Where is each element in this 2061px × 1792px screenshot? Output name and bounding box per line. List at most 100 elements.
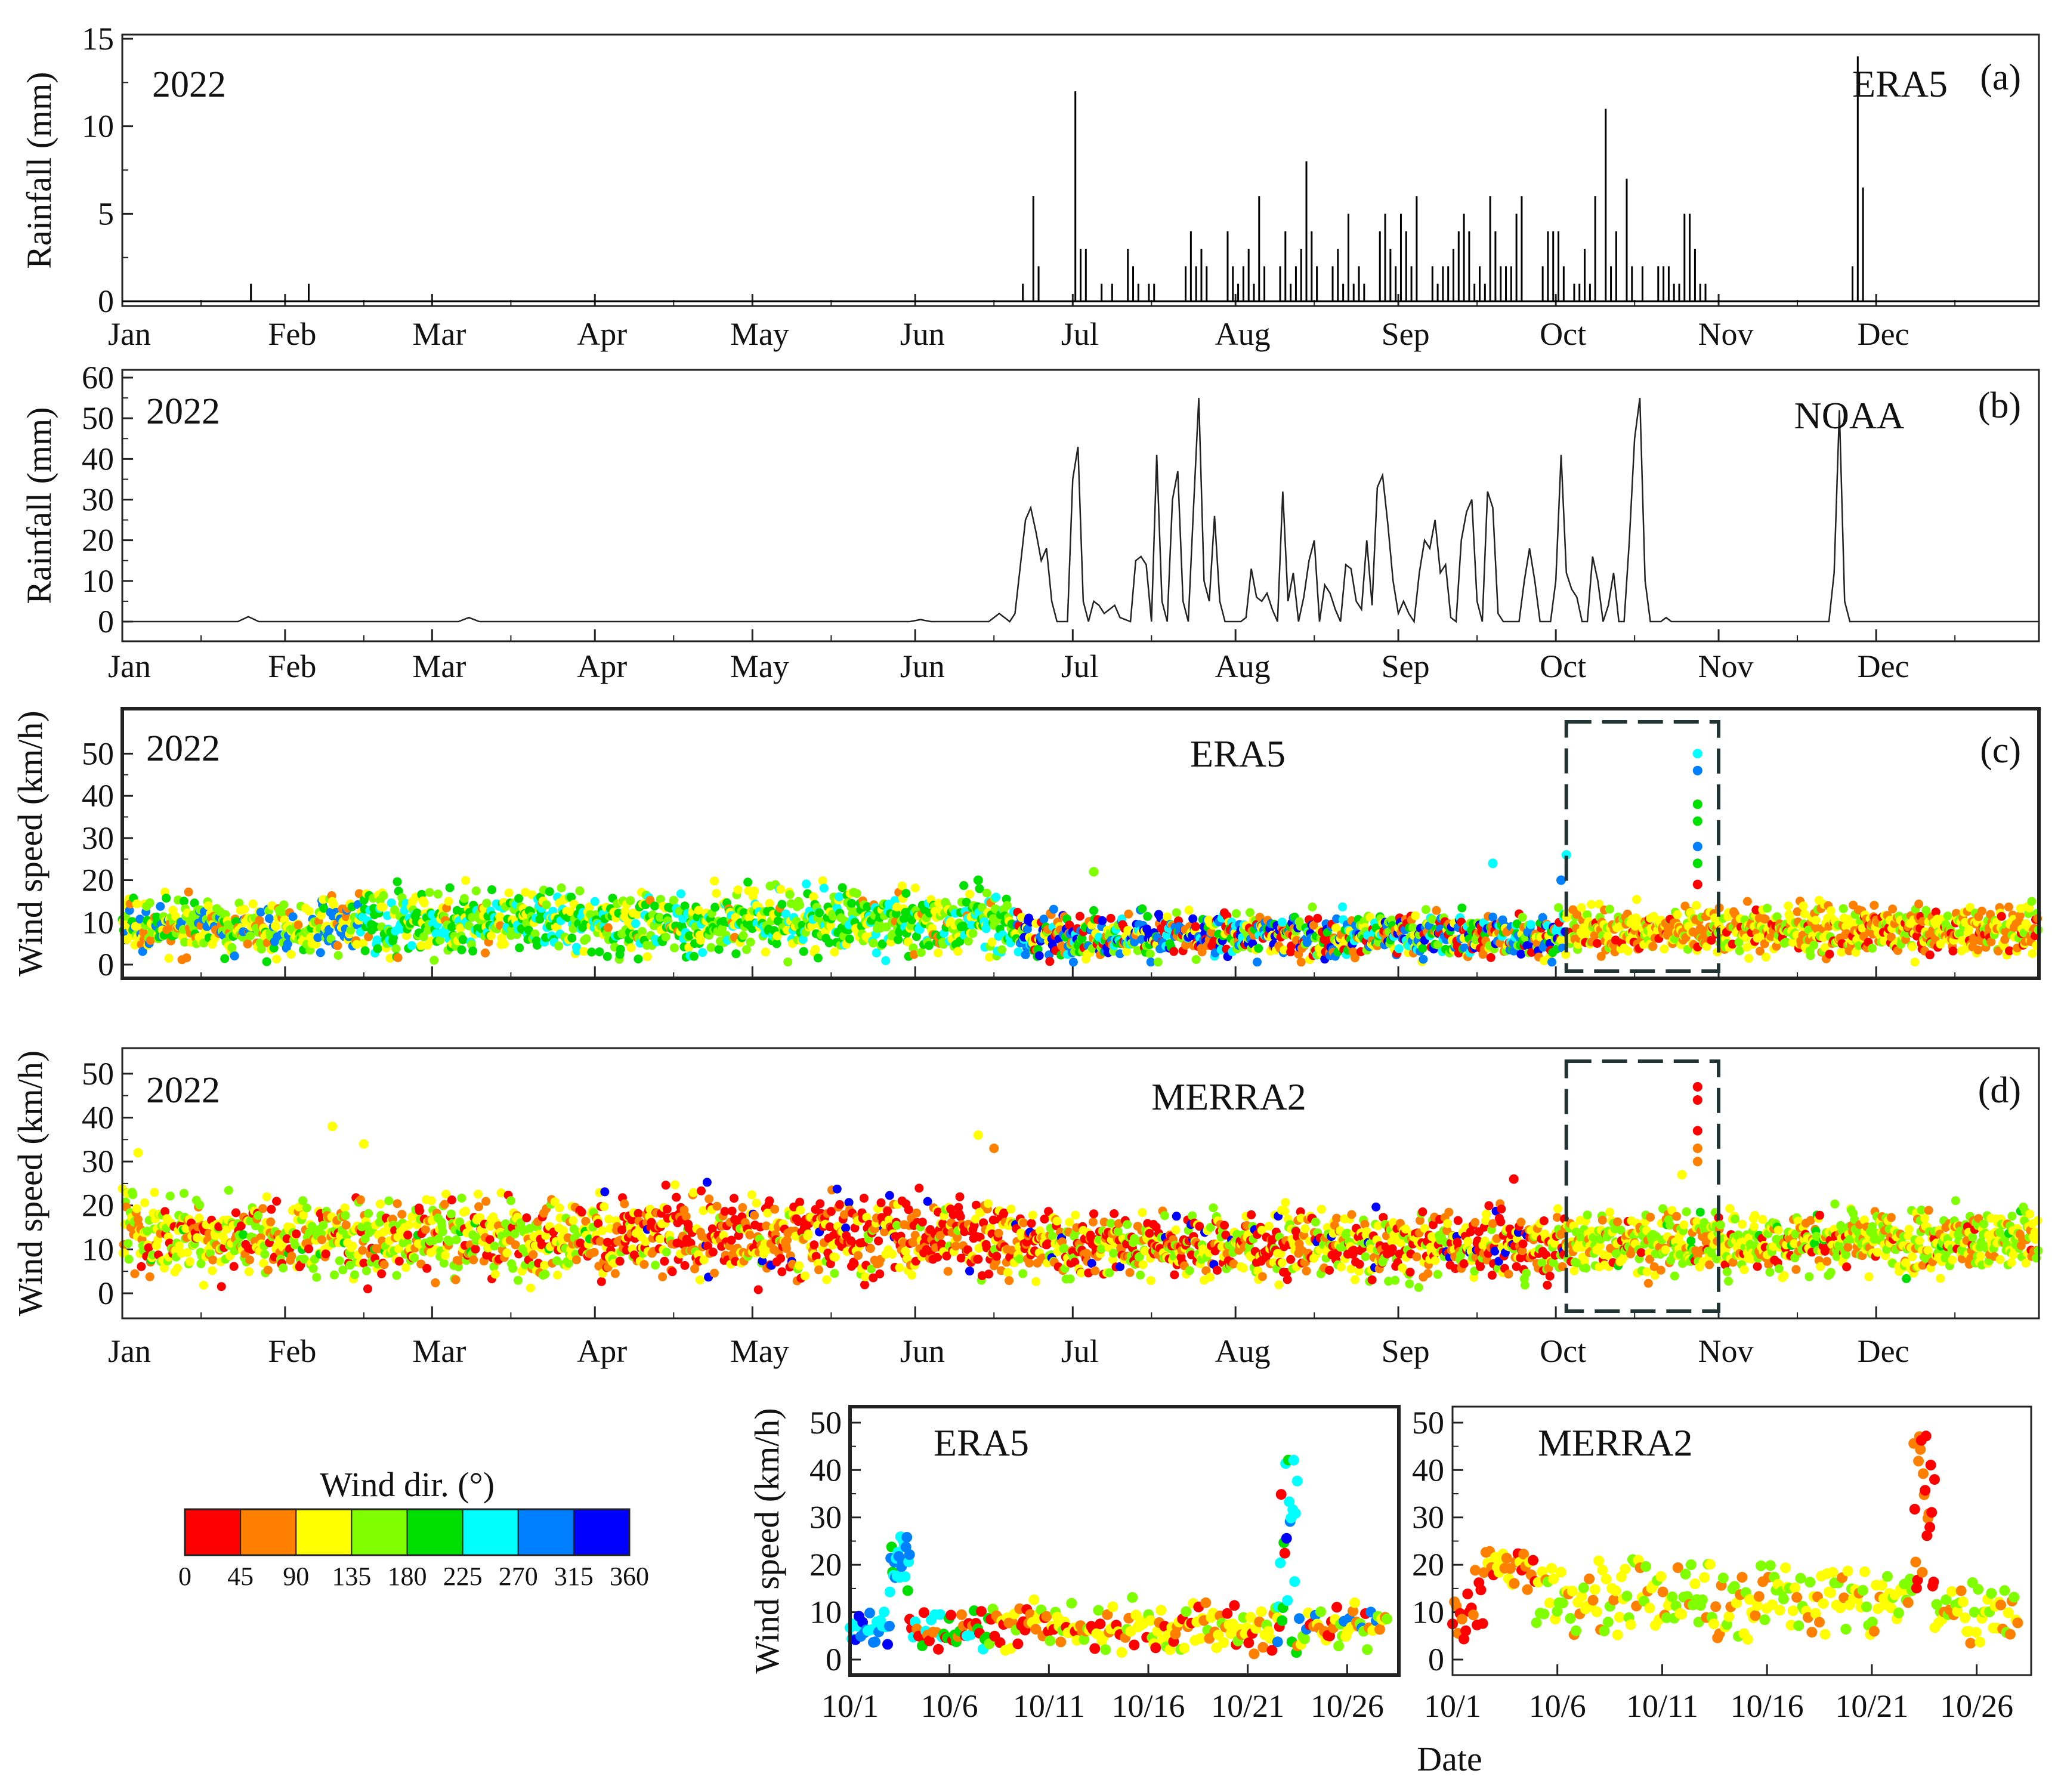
- wind-point: [499, 940, 509, 948]
- wind-point: [1331, 923, 1340, 933]
- wind-point: [634, 954, 643, 964]
- wind-point: [845, 934, 854, 944]
- wind-point: [1623, 946, 1633, 956]
- wind-point: [1969, 937, 1979, 946]
- wind-point: [1800, 909, 1809, 919]
- wind-point: [429, 956, 439, 965]
- wind-point: [384, 1196, 394, 1206]
- wind-point: [631, 919, 640, 928]
- panel-b-y-axis-title: Rainfall (mm): [20, 407, 58, 604]
- wind-point: [1744, 954, 1754, 963]
- wind-point: [1075, 912, 1084, 921]
- wind-point: [471, 886, 481, 895]
- wind-point: [1109, 1249, 1118, 1258]
- wind-point: [563, 1233, 573, 1243]
- wind-point: [909, 943, 918, 953]
- wind-point: [1702, 942, 1711, 951]
- wind-point: [703, 1241, 712, 1251]
- wind-point: [1040, 1215, 1049, 1224]
- wind-point: [965, 1266, 974, 1276]
- wind-point: [464, 921, 474, 931]
- wind-point: [257, 944, 266, 954]
- wind-point: [447, 922, 456, 932]
- wind-point: [963, 937, 973, 946]
- panel-c-ytick-label: 50: [82, 736, 114, 771]
- wind-point: [1595, 900, 1604, 909]
- wind-point: [1138, 904, 1147, 913]
- wind-point: [379, 891, 388, 900]
- wind-point: [1313, 913, 1322, 923]
- wind-point: [338, 1265, 348, 1275]
- wind-point: [1140, 1246, 1150, 1256]
- wind-point: [987, 937, 997, 947]
- wind-point: [994, 1228, 1003, 1238]
- wind-point: [761, 1221, 771, 1231]
- wind-point: [182, 953, 191, 963]
- wind-point: [1191, 955, 1201, 964]
- wind-point: [319, 904, 329, 913]
- panel-c-ytick-label: 20: [82, 863, 114, 898]
- wind-point: [1826, 906, 1836, 916]
- wind-point: [397, 1210, 407, 1219]
- panel-d-xtick-label-mar: Mar: [412, 1333, 466, 1369]
- wind-point: [1925, 950, 1935, 960]
- wind-point: [293, 920, 303, 930]
- wind-point: [457, 1194, 466, 1203]
- wind-point: [1793, 907, 1802, 916]
- wind-point: [2028, 949, 2037, 958]
- panel-c-ytick-label: 0: [98, 947, 114, 982]
- wind-point: [661, 932, 670, 942]
- wind-point: [438, 1227, 447, 1237]
- wind-point: [1170, 1270, 1179, 1280]
- wind-point: [1825, 949, 1834, 959]
- wind-point: [481, 1197, 491, 1206]
- wind-point: [1059, 1244, 1069, 1253]
- wind-point: [1755, 946, 1765, 956]
- wind-point: [1961, 917, 1970, 927]
- wind-point: [183, 1248, 192, 1258]
- panel-b-xtick-label-jul: Jul: [1061, 648, 1099, 684]
- wind-point: [422, 1263, 432, 1273]
- wind-point: [286, 950, 296, 959]
- wind-point: [1027, 1219, 1036, 1228]
- wind-point: [877, 939, 887, 948]
- wind-point: [1287, 941, 1296, 951]
- wind-point: [904, 1205, 913, 1215]
- wind-point: [822, 1275, 832, 1284]
- wind-point: [699, 1206, 708, 1215]
- wind-point: [1106, 913, 1116, 923]
- wind-point: [731, 949, 741, 959]
- wind-point: [180, 937, 189, 947]
- wind-point: [550, 1197, 560, 1207]
- wind-point: [1130, 937, 1139, 947]
- wind-point: [356, 1195, 365, 1204]
- wind-point-peak: [1692, 749, 1702, 759]
- wind-point: [681, 1212, 691, 1221]
- wind-point: [555, 1203, 564, 1213]
- wind-point: [299, 1255, 309, 1264]
- wind-point: [1231, 909, 1241, 918]
- wind-point: [294, 1202, 304, 1212]
- panel-d-xtick-label-apr: Apr: [577, 1333, 627, 1369]
- wind-point: [752, 1198, 761, 1208]
- wind-point: [815, 1199, 825, 1209]
- wind-point: [600, 1187, 610, 1197]
- panel-d-xtick-label-jan: Jan: [108, 1333, 151, 1369]
- wind-point: [1197, 947, 1207, 957]
- panel-b-ytick-label: 20: [82, 523, 114, 558]
- panel-a-xtick-label-jan: Jan: [108, 316, 151, 352]
- wind-point: [541, 1231, 551, 1240]
- wind-point: [1603, 931, 1612, 941]
- wind-point: [706, 943, 716, 952]
- wind-point: [604, 1215, 613, 1224]
- wind-point: [319, 895, 328, 904]
- wind-point: [891, 909, 901, 919]
- panel-a-xtick-label-jun: Jun: [900, 316, 945, 352]
- wind-point: [440, 1200, 449, 1209]
- wind-point: [514, 1275, 523, 1285]
- wind-point: [185, 1257, 194, 1266]
- wind-point: [1433, 940, 1442, 950]
- wind-point: [271, 922, 280, 931]
- wind-point: [1556, 935, 1566, 944]
- wind-point: [468, 946, 478, 956]
